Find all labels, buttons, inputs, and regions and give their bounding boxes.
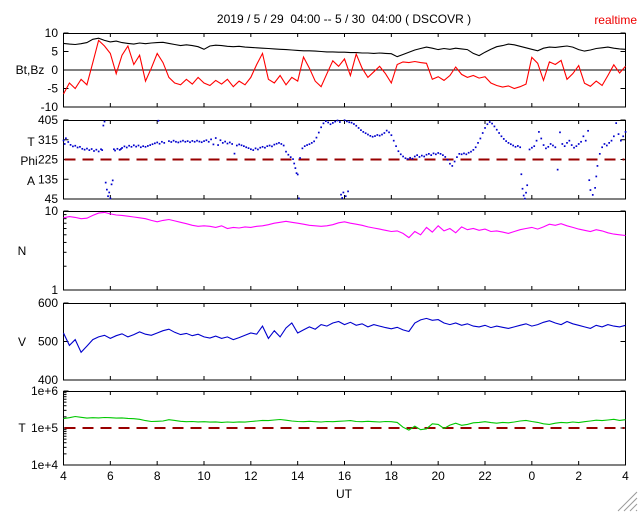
- x-tick-label: 4: [60, 469, 67, 483]
- panel-0: 10 5 0 -5 -10: [41, 26, 626, 114]
- x-tick-label: 2: [575, 469, 582, 483]
- trace-T: [63, 415, 626, 431]
- x-tick-label: 8: [154, 469, 161, 483]
- y-tick-label: 405: [38, 113, 58, 127]
- x-tick-label: 20: [431, 469, 445, 483]
- y-label-btbz: Bt,Bz: [15, 63, 45, 77]
- y-tick-label: 225: [38, 153, 58, 167]
- x-axis-label: UT: [336, 487, 352, 501]
- realtime-badge: realtime: [594, 13, 637, 27]
- panel-2: 10 1: [45, 204, 626, 297]
- y-tick-label: 315: [38, 133, 58, 147]
- y-tick-label: 10: [45, 204, 59, 218]
- x-tick-label: 6: [107, 469, 114, 483]
- trace-Bt: [63, 37, 626, 58]
- trace-N: [63, 211, 626, 239]
- y-tick-label: 0: [51, 63, 58, 77]
- y-label-phi-a: A: [26, 174, 36, 188]
- x-tick-label: 4: [622, 469, 629, 483]
- y-tick-label: 500: [38, 335, 58, 349]
- page-title: 2019 / 5 / 29 04:00 -- 5 / 30 04:00 ( DS…: [216, 12, 472, 26]
- x-tick-label: 10: [197, 469, 211, 483]
- panel-4: 1e+6 1e+5 1e+4: [31, 384, 626, 472]
- y-tick-label: 10: [45, 26, 59, 40]
- y-label-phi-t: T: [27, 135, 35, 149]
- y-label-n: N: [17, 244, 27, 258]
- y-tick-label: 1: [51, 283, 58, 297]
- x-tick-label: 16: [338, 469, 352, 483]
- y-tick-label: 45: [45, 192, 59, 206]
- trace-V: [63, 317, 626, 354]
- y-tick-label: 400: [38, 373, 58, 387]
- y-tick-label: 135: [38, 172, 58, 186]
- panel-1: 405 315 225 135 45: [38, 113, 627, 206]
- y-label-t: T: [18, 421, 26, 435]
- y-tick-label: -10: [41, 100, 59, 114]
- x-tick-label: 0: [528, 469, 535, 483]
- panel-border: [63, 303, 626, 381]
- y-tick-label: 5: [51, 45, 58, 59]
- x-tick-label: 14: [291, 469, 305, 483]
- trace-Bz: [63, 39, 626, 95]
- y-tick-label: 1e+6: [31, 384, 58, 398]
- y-label-v: V: [17, 335, 27, 349]
- panel-border: [63, 211, 626, 291]
- panel-3: 600 500 400: [38, 296, 626, 387]
- y-label-phi: Phi: [20, 154, 38, 168]
- y-tick-label: -5: [47, 82, 58, 96]
- x-tick-label: 22: [478, 469, 492, 483]
- y-tick-label: 1e+4: [31, 458, 58, 472]
- x-tick-label: 12: [244, 469, 258, 483]
- x-tick-label: 18: [385, 469, 399, 483]
- resize-grip-icon[interactable]: [616, 490, 640, 512]
- y-tick-label: 1e+5: [31, 421, 58, 435]
- y-tick-label: 600: [38, 296, 58, 310]
